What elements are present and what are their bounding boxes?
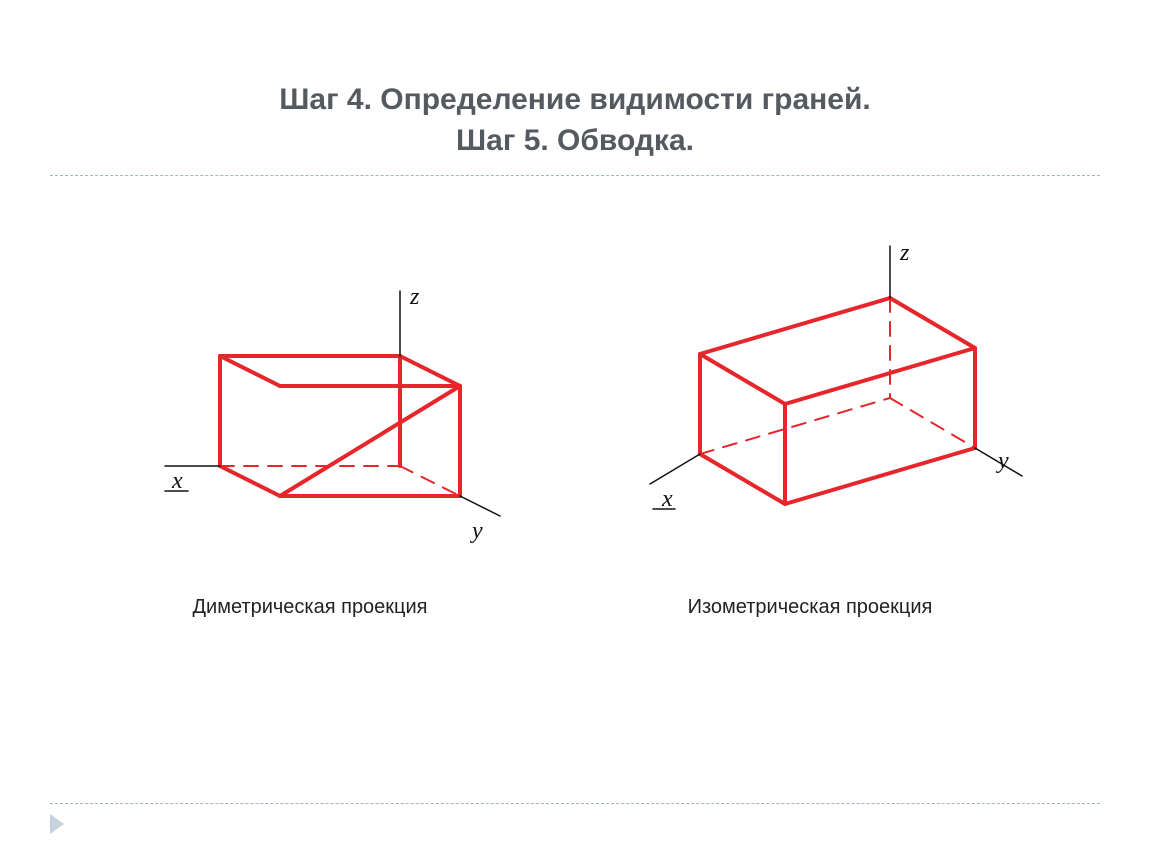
svg-text:z: z xyxy=(409,284,420,310)
caption-isometric: Изометрическая проекция xyxy=(688,596,933,619)
dimetric-svg: z x y xyxy=(110,236,510,556)
caption-dimetric: Диметрическая проекция xyxy=(192,596,427,619)
svg-text:x: x xyxy=(661,486,673,512)
slide-title: Шаг 4. Определение видимости граней. Шаг… xyxy=(0,0,1150,169)
figure-isometric: z x y Изометрическая проекция xyxy=(580,236,1040,619)
bottom-rule xyxy=(50,803,1100,804)
next-arrow-icon xyxy=(50,814,64,834)
title-rule xyxy=(50,175,1100,176)
svg-text:x: x xyxy=(171,468,183,494)
title-line-2: Шаг 5. Обводка. xyxy=(0,121,1150,162)
figure-dimetric: z x y Диметрическая проекция xyxy=(110,236,510,619)
title-line-1: Шаг 4. Определение видимости граней. xyxy=(0,80,1150,121)
svg-text:z: z xyxy=(899,240,910,266)
svg-text:y: y xyxy=(470,518,483,544)
isometric-svg: z x y xyxy=(580,236,1040,556)
svg-text:y: y xyxy=(996,448,1009,474)
figures-row: z x y Диметрическая проекция z x y Изометрич… xyxy=(0,236,1150,619)
